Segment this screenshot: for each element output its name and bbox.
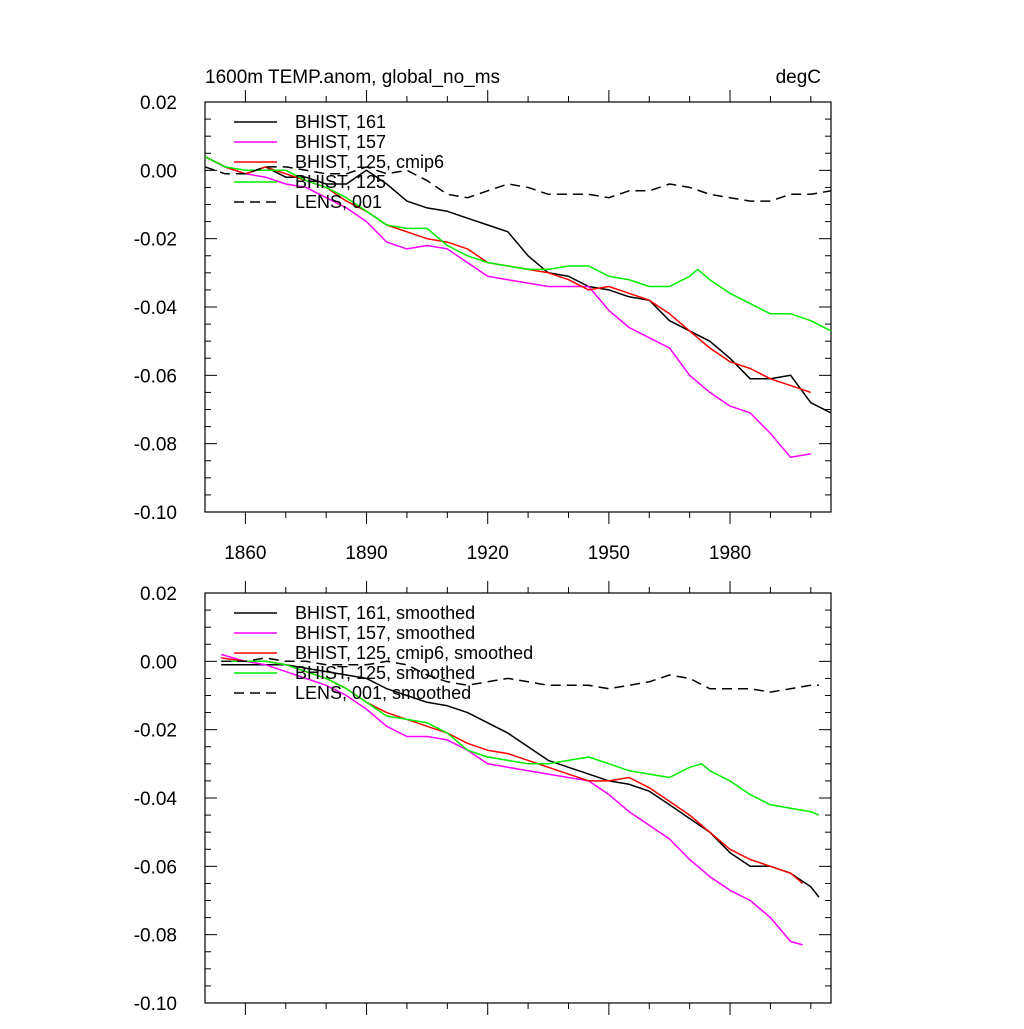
- x-tick-label: 1980: [709, 543, 751, 564]
- chart-units: degC: [776, 67, 821, 88]
- y-tick-label: -0.08: [134, 926, 177, 947]
- series-line-5: [221, 657, 819, 693]
- y-tick-label: -0.10: [134, 503, 177, 524]
- series-line-2: [220, 653, 803, 946]
- x-tick-label: 1860: [224, 543, 266, 564]
- y-tick-label: -0.04: [134, 789, 178, 810]
- x-tick-label: 1920: [467, 543, 509, 564]
- legend-label: BHIST, 125, cmip6: [295, 152, 444, 172]
- series-line-4: [221, 660, 820, 816]
- legend-label: LENS, 001, smoothed: [295, 683, 471, 703]
- y-tick-label: -0.04: [134, 298, 178, 319]
- y-tick-label: -0.08: [134, 435, 177, 456]
- series-line-4: [204, 156, 832, 332]
- series-line-1: [221, 664, 820, 898]
- legend-label: BHIST, 125: [295, 172, 386, 192]
- legend-label: BHIST, 161: [295, 112, 386, 132]
- series-line-2: [204, 156, 811, 459]
- y-tick-label: -0.02: [134, 721, 177, 742]
- legend-label: BHIST, 161, smoothed: [295, 603, 475, 623]
- legend-label: BHIST, 125, smoothed: [295, 663, 475, 683]
- x-tick-label: 1890: [345, 543, 387, 564]
- legend-label: BHIST, 125, cmip6, smoothed: [295, 643, 533, 663]
- x-tick-label: 1950: [588, 543, 630, 564]
- y-tick-label: -0.10: [134, 994, 177, 1015]
- y-tick-label: 0.02: [140, 584, 177, 605]
- y-tick-label: 0.00: [140, 652, 177, 673]
- legend-label: BHIST, 157, smoothed: [295, 623, 475, 643]
- legend-label: LENS, 001: [295, 192, 382, 212]
- chart-title: 1600m TEMP.anom, global_no_ms: [205, 67, 500, 88]
- legend-label: BHIST, 157: [295, 132, 386, 152]
- y-tick-label: -0.02: [134, 230, 177, 251]
- series-line-1: [204, 156, 832, 414]
- y-tick-label: -0.06: [134, 366, 177, 387]
- y-tick-label: 0.02: [140, 93, 177, 114]
- chart-panel-2: 0.02 0.00 -0.02 -0.04 -0.06 -0.08 -0.10 BHIST, …: [134, 581, 832, 1015]
- chart-panel-1: 1600m TEMP.anom, global_no_ms degC 0.02 0.0…: [134, 67, 832, 564]
- series-line-5: [204, 166, 832, 202]
- y-tick-label: 0.00: [140, 161, 177, 182]
- y-tick-label: -0.06: [134, 857, 177, 878]
